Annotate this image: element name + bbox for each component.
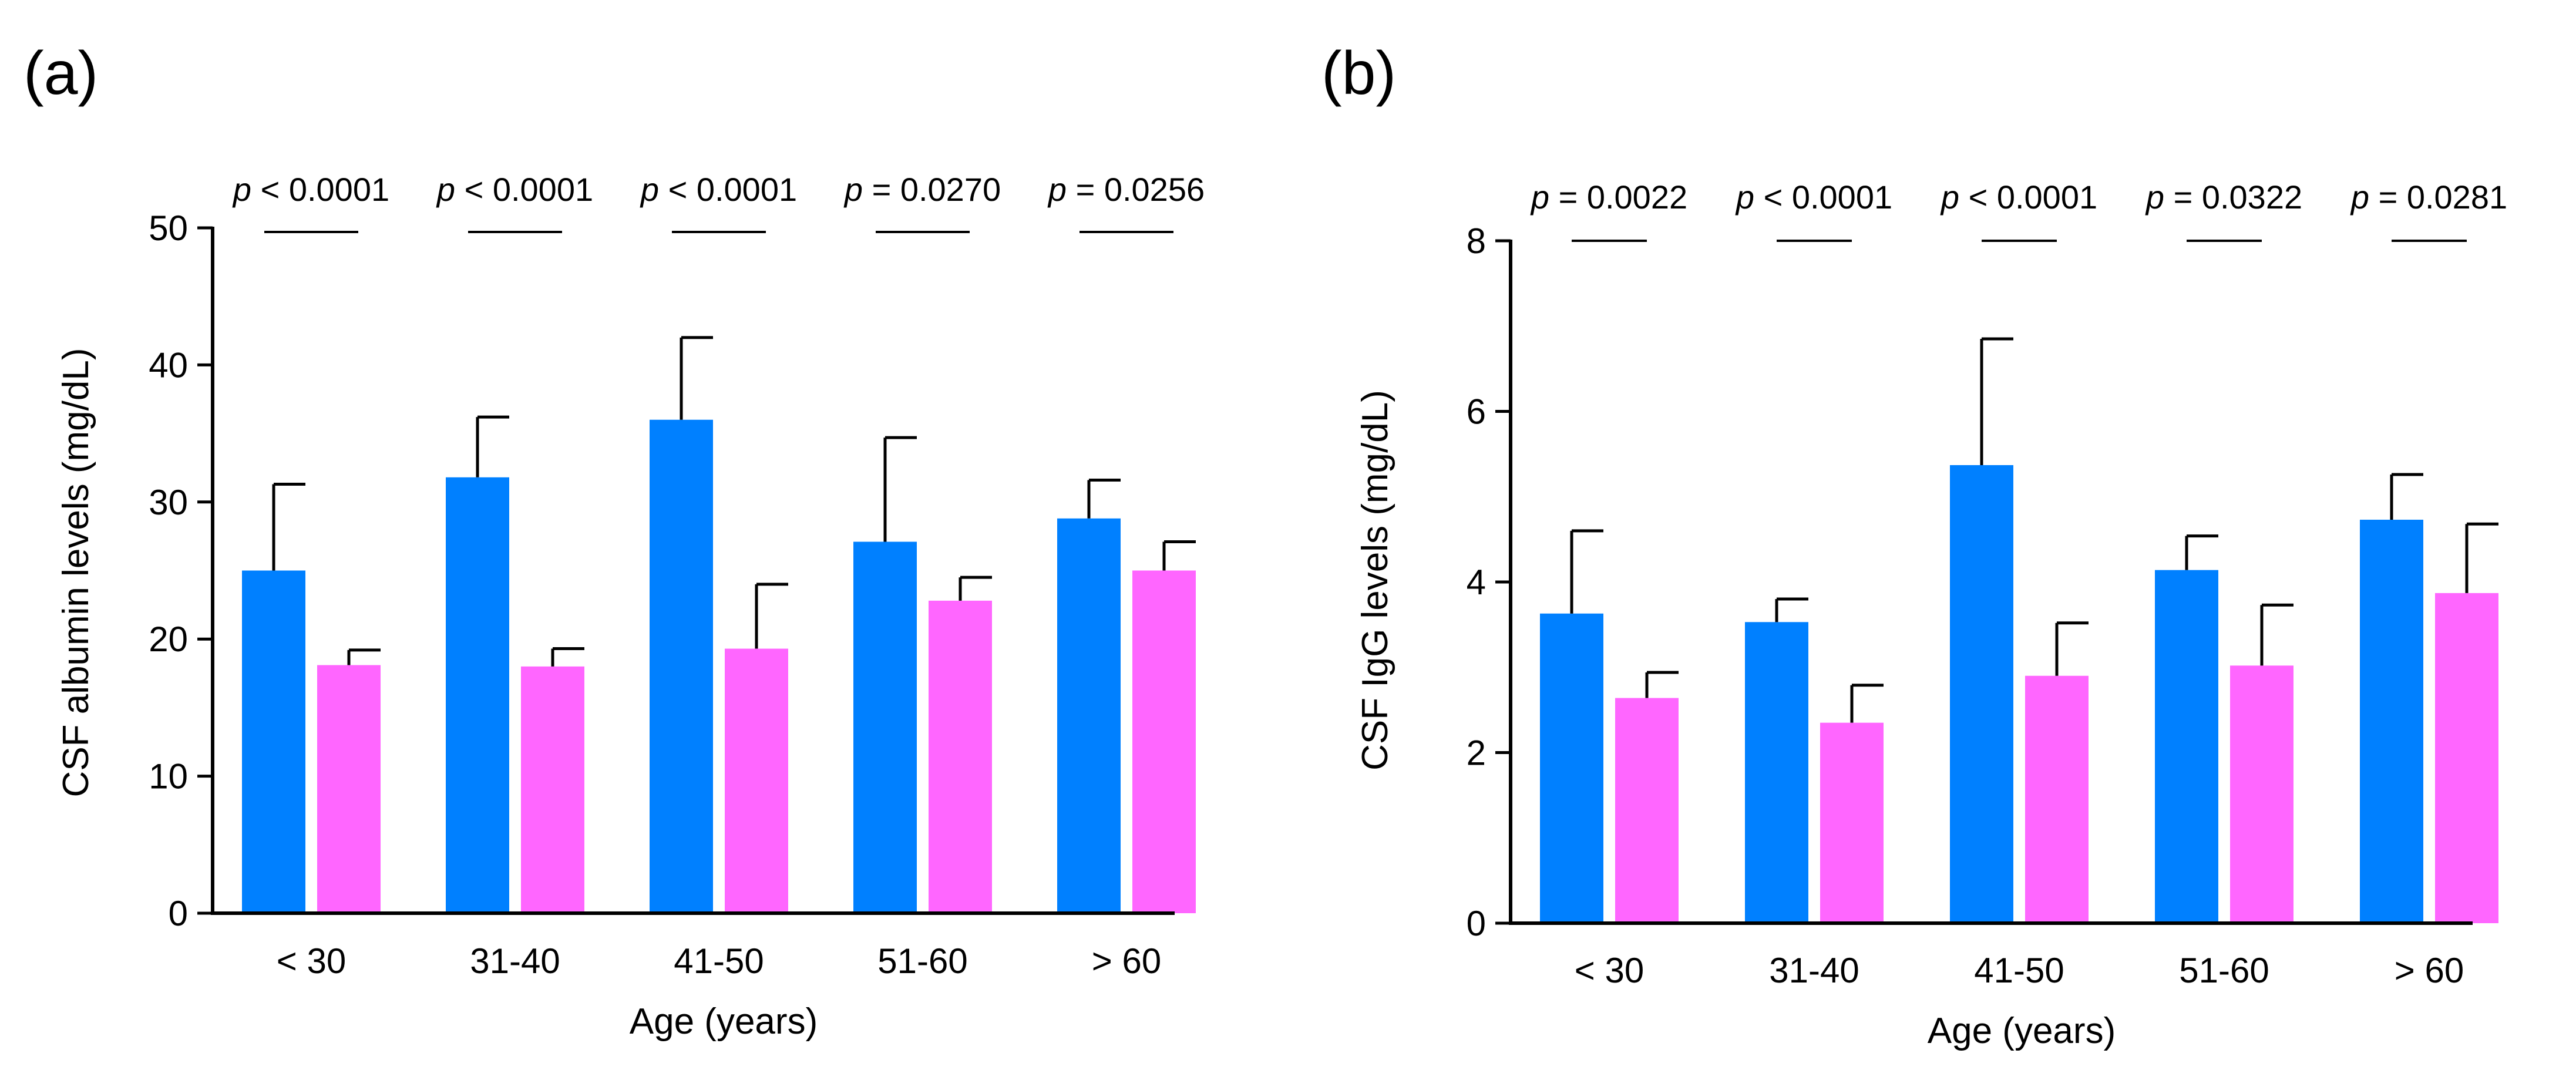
panel-a-bar-s1-1 <box>242 570 305 913</box>
panel-b-label: (b) <box>1321 39 1396 107</box>
panel-b-bar-s2-3 <box>2025 675 2089 923</box>
panel-b-bar-s2-5 <box>2435 593 2498 923</box>
panel-a-p-value-label-2: p < 0.0001 <box>436 171 593 208</box>
panel-b-bar-s2-4 <box>2230 665 2293 923</box>
panel-a-x-tick-label-1: < 30 <box>277 941 346 981</box>
panel-b-x-tick-label-4: 51-60 <box>2179 951 2269 990</box>
panel-a-bar-s2-3 <box>725 648 788 913</box>
panel-a-x-axis-title: Age (years) <box>630 1001 818 1042</box>
panel-a-p-value-label-1: p < 0.0001 <box>232 171 389 208</box>
panel-a: (a) CSF albumin levels (mg/dL) Age (year… <box>23 39 1205 1042</box>
panel-b-p-value-label-3: p < 0.0001 <box>1940 179 2097 216</box>
panel-b-y-tick-label-2: 2 <box>1467 733 1486 773</box>
panel-a-bar-s2-1 <box>317 665 381 913</box>
panel-a-x-tick-label-4: 51-60 <box>877 941 967 981</box>
panel-b-marks: < 30 p = 0.0022 31-40 p < 0.0001 41-50 p < 0.… <box>1467 179 2508 990</box>
panel-b-y-tick-label-1: 0 <box>1467 904 1486 943</box>
panel-b-y-tick-label-5: 8 <box>1467 221 1486 261</box>
panel-b: (b) CSF IgG levels (mg/dL) Age (years) <… <box>1321 39 2507 1051</box>
panel-b-p-value-label-5: p = 0.0281 <box>2350 179 2507 216</box>
panel-b-bar-s2-1 <box>1615 698 1679 923</box>
panel-b-x-tick-label-5: > 60 <box>2395 951 2464 990</box>
panel-b-bar-s2-2 <box>1820 722 1884 923</box>
panel-a-y-tick-label-1: 0 <box>169 894 188 933</box>
panel-a-p-value-label-5: p = 0.0256 <box>1047 171 1205 208</box>
panel-a-x-tick-label-5: > 60 <box>1092 941 1161 981</box>
panel-b-x-tick-label-3: 41-50 <box>1974 951 2064 990</box>
panel-a-y-tick-label-5: 40 <box>149 345 188 385</box>
panel-a-y-tick-label-6: 50 <box>149 208 188 248</box>
panel-a-y-tick-label-3: 20 <box>149 620 188 659</box>
panel-b-y-axis-title: CSF IgG levels (mg/dL) <box>1355 390 1395 770</box>
panel-a-p-value-label-3: p < 0.0001 <box>640 171 797 208</box>
panel-a-x-tick-label-3: 41-50 <box>674 941 764 981</box>
panel-a-label: (a) <box>23 39 98 107</box>
panel-b-bar-s1-3 <box>1950 465 2013 923</box>
panel-b-x-axis-title: Age (years) <box>1928 1011 2116 1051</box>
panel-b-x-tick-label-2: 31-40 <box>1769 951 1859 990</box>
panel-a-bar-s2-4 <box>929 600 992 913</box>
panel-b-y-tick-label-4: 6 <box>1467 392 1486 432</box>
panel-a-bar-s1-5 <box>1057 518 1121 913</box>
panel-b-p-value-label-4: p = 0.0322 <box>2145 179 2302 216</box>
panel-b-bar-s1-2 <box>1745 622 1808 923</box>
panel-a-y-tick-label-2: 10 <box>149 757 188 796</box>
panel-b-bar-s1-5 <box>2360 519 2423 923</box>
panel-b-y-tick-label-3: 4 <box>1467 563 1486 602</box>
panel-a-y-tick-label-4: 30 <box>149 483 188 522</box>
panel-b-p-value-label-2: p < 0.0001 <box>1735 179 1892 216</box>
panel-a-bar-s2-2 <box>521 666 584 913</box>
panel-a-y-axis-title: CSF albumin levels (mg/dL) <box>56 348 96 798</box>
panel-a-x-tick-label-2: 31-40 <box>470 941 560 981</box>
panel-a-bar-s2-5 <box>1132 570 1196 913</box>
panel-b-bar-s1-4 <box>2155 570 2218 923</box>
panel-a-p-value-label-4: p = 0.0270 <box>843 171 1001 208</box>
panel-b-x-tick-label-1: < 30 <box>1575 951 1644 990</box>
panel-a-bar-s1-2 <box>446 477 509 913</box>
panel-a-bar-s1-4 <box>853 541 917 913</box>
panel-b-p-value-label-1: p = 0.0022 <box>1530 179 1687 216</box>
panel-a-marks: < 30 p < 0.0001 31-40 p < 0.0001 41-50 p < 0.… <box>149 171 1205 981</box>
panel-a-bar-s1-3 <box>650 419 713 913</box>
panel-b-bar-s1-1 <box>1540 613 1603 923</box>
